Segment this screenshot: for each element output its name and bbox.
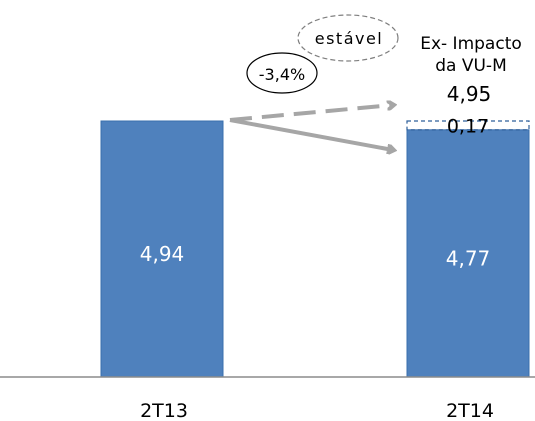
change-callout-label: -3,4%	[259, 65, 305, 84]
stable-callout	[297, 14, 399, 62]
x-tick-label-2t14: 2T14	[446, 400, 494, 421]
change-callout	[246, 52, 318, 94]
bar-2t14	[406, 129, 530, 378]
stable-dashed-arrow	[229, 105, 393, 122]
adjusted-total-label: 4,95	[447, 82, 492, 106]
bar-2t13	[100, 120, 224, 378]
adjustment-segment	[406, 120, 530, 131]
stable-callout-label: estável	[315, 29, 384, 48]
decrease-arrow	[229, 118, 393, 150]
adjustment-heading-line2: da VU-M	[435, 56, 507, 76]
adjustment-value-label: 0,17	[447, 115, 489, 137]
bar-value-label-2t13: 4,94	[140, 242, 185, 266]
adjustment-heading-line1: Ex- Impacto	[420, 34, 522, 54]
bar-value-label-2t14: 4,77	[446, 246, 491, 270]
x-tick-label-2t13: 2T13	[140, 400, 188, 421]
